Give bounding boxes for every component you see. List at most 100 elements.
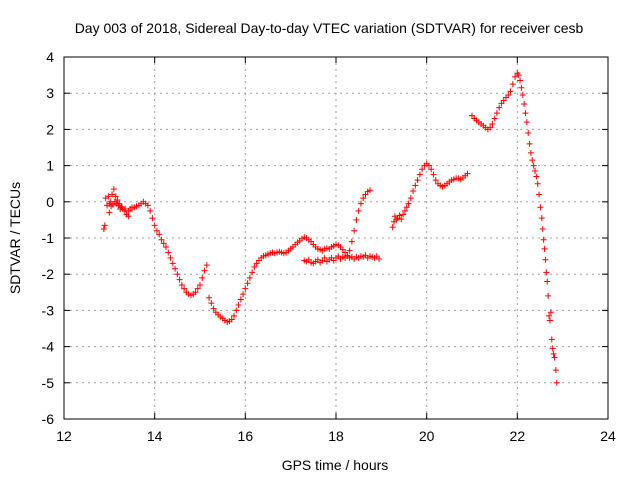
- data-point: [425, 162, 432, 169]
- data-point: [112, 193, 119, 200]
- data-point: [538, 215, 545, 222]
- data-point: [242, 285, 249, 292]
- x-tick-label: 16: [238, 428, 254, 444]
- data-point: [153, 227, 160, 234]
- data-point: [534, 180, 541, 187]
- data-point: [537, 204, 544, 211]
- data-point: [178, 282, 185, 289]
- y-tick-label: -3: [42, 302, 55, 318]
- data-point: [201, 267, 208, 274]
- x-tick-label: 12: [56, 428, 72, 444]
- data-point: [174, 271, 181, 278]
- axis-ticks: [63, 56, 609, 420]
- data-point: [115, 202, 122, 209]
- data-point: [464, 170, 471, 177]
- data-point: [109, 191, 116, 198]
- data-point: [233, 307, 240, 314]
- data-point: [246, 274, 253, 281]
- data-point: [119, 204, 126, 211]
- data-point: [355, 207, 362, 214]
- data-point: [505, 92, 512, 99]
- data-point: [548, 336, 555, 343]
- data-point: [353, 216, 360, 223]
- data-point: [407, 195, 414, 202]
- data-point: [100, 225, 107, 232]
- data-point: [348, 238, 355, 245]
- data-point: [192, 289, 199, 296]
- data-point: [546, 317, 553, 324]
- data-point: [106, 209, 113, 216]
- data-point: [367, 187, 373, 194]
- data-point: [491, 115, 498, 122]
- y-tick-label: -6: [42, 411, 55, 427]
- data-point: [122, 206, 129, 213]
- data-point: [231, 312, 237, 319]
- data-point: [543, 269, 550, 276]
- data-point: [181, 285, 188, 292]
- data-point: [206, 294, 213, 301]
- data-point: [194, 285, 201, 292]
- x-tick-label: 24: [600, 428, 616, 444]
- data-point: [203, 262, 210, 269]
- data-point: [414, 177, 421, 184]
- data-point: [210, 305, 217, 312]
- data-point: [228, 316, 235, 323]
- data-point: [376, 255, 383, 262]
- data-point: [518, 84, 525, 91]
- data-point: [398, 216, 405, 223]
- x-axis-label: GPS time / hours: [282, 457, 389, 473]
- grid-lines: [64, 57, 608, 419]
- data-point: [542, 256, 549, 263]
- data-point: [553, 379, 560, 386]
- data-point: [530, 162, 537, 169]
- data-point: [105, 193, 112, 200]
- data-point: [550, 350, 557, 357]
- x-tick-label: 22: [510, 428, 526, 444]
- data-point: [405, 200, 412, 207]
- data-point: [507, 88, 514, 95]
- data-point: [110, 186, 117, 193]
- data-point: [525, 130, 532, 137]
- x-tick-label: 20: [419, 428, 435, 444]
- data-point: [249, 269, 256, 276]
- data-point: [360, 195, 367, 202]
- data-point: [527, 149, 534, 156]
- data-point: [163, 244, 169, 251]
- data-point: [541, 245, 548, 252]
- data-point: [197, 282, 203, 289]
- data-point: [509, 81, 516, 88]
- data-point: [389, 224, 396, 231]
- data-point: [416, 171, 423, 178]
- data-point: [240, 291, 247, 298]
- data-point: [496, 104, 503, 111]
- data-point: [176, 276, 183, 283]
- data-point: [517, 77, 524, 84]
- data-point: [552, 367, 559, 374]
- data-point: [400, 211, 407, 218]
- data-point: [251, 263, 258, 270]
- data-point: [546, 312, 553, 319]
- y-tick-label: -1: [42, 230, 55, 246]
- data-point: [539, 225, 546, 232]
- data-point: [515, 72, 522, 79]
- data-point: [346, 247, 353, 254]
- data-point: [396, 212, 403, 219]
- chart-title: Day 003 of 2018, Sidereal Day-to-day VTE…: [75, 20, 584, 36]
- y-tick-label: -2: [42, 266, 55, 282]
- y-tick-label: -5: [42, 375, 55, 391]
- data-point: [172, 265, 179, 272]
- data-point: [169, 260, 176, 267]
- data-point: [125, 207, 132, 214]
- data-point: [410, 187, 417, 194]
- data-point: [125, 213, 132, 220]
- data-point: [165, 249, 172, 256]
- data-point: [487, 124, 494, 131]
- data-point: [208, 300, 215, 307]
- x-tick-label: 14: [147, 428, 163, 444]
- data-marks: [100, 70, 560, 386]
- y-tick-label: 1: [46, 158, 54, 174]
- data-point: [521, 101, 528, 108]
- data-point: [532, 168, 539, 175]
